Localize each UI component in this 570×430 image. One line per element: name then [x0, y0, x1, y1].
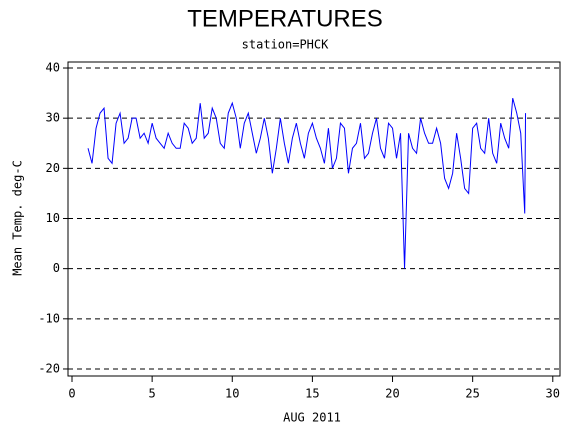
y-tick-label: -20 — [38, 361, 60, 375]
chart-subtitle: station=PHCK — [242, 38, 329, 52]
y-tick-label: 0 — [53, 261, 60, 275]
y-tick-label: 10 — [46, 211, 60, 225]
x-tick-label: 20 — [385, 387, 399, 401]
x-tick-label: 30 — [546, 387, 560, 401]
plot-frame — [67, 61, 561, 377]
y-axis-label: Mean Temp. deg-C — [11, 160, 25, 276]
y-tick-label: 40 — [46, 61, 60, 75]
x-axis-label: AUG 2011 — [283, 411, 341, 425]
x-tick-label: 15 — [305, 387, 319, 401]
x-tick-label: 25 — [465, 387, 479, 401]
x-tick-label: 0 — [68, 387, 75, 401]
chart-title: TEMPERATURES — [187, 5, 383, 32]
line-series — [87, 97, 527, 269]
x-tick-label: 10 — [225, 387, 239, 401]
y-tick-label: -10 — [38, 311, 60, 325]
x-tick-label: 5 — [149, 387, 156, 401]
y-tick-label: 30 — [46, 111, 60, 125]
y-tick-label: 20 — [46, 161, 60, 175]
